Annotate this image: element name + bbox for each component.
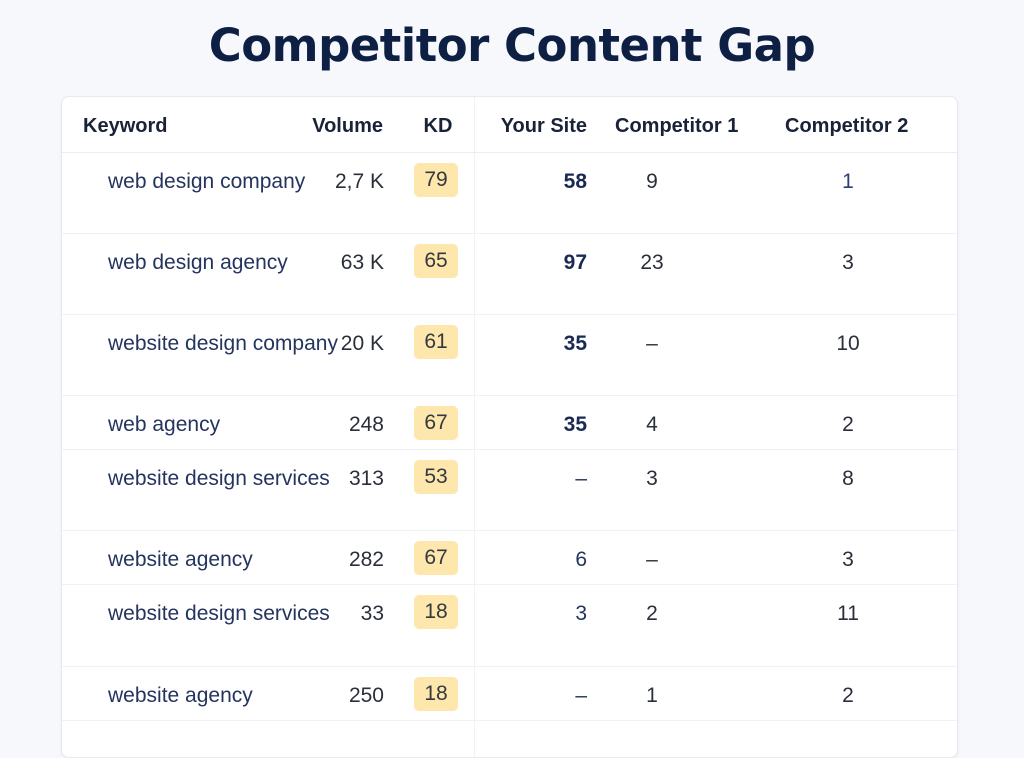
competitor-1-rank-cell: 3 bbox=[646, 467, 658, 490]
your-site-rank-cell: 35 bbox=[563, 413, 587, 436]
table-row[interactable]: website agency 250 18 – 1 2 bbox=[62, 667, 957, 721]
keyword-cell[interactable]: web design agency bbox=[108, 251, 288, 274]
volume-cell: 313 bbox=[348, 467, 384, 490]
competitor-1-rank-cell: – bbox=[646, 332, 658, 355]
table-row[interactable]: web agency 248 67 35 4 2 bbox=[62, 396, 957, 450]
keyword-cell[interactable]: website agency bbox=[108, 548, 253, 571]
competitor-2-rank-cell: 2 bbox=[842, 684, 854, 707]
page-title: Competitor Content Gap bbox=[208, 19, 816, 72]
keyword-cell[interactable]: website agency bbox=[108, 684, 253, 707]
competitor-1-rank-cell: 4 bbox=[646, 413, 658, 436]
column-header-volume[interactable]: Volume bbox=[312, 115, 383, 137]
your-site-rank-cell: – bbox=[575, 684, 587, 707]
table-row[interactable]: web design agency 63 K 65 97 23 3 bbox=[62, 234, 957, 315]
competitor-1-rank-cell: – bbox=[646, 548, 658, 571]
table-header: Keyword Volume KD Your Site Competitor 1… bbox=[62, 97, 957, 153]
your-site-rank-cell: – bbox=[575, 467, 587, 490]
your-site-rank-cell: 6 bbox=[575, 548, 587, 571]
kd-badge: 67 bbox=[414, 541, 458, 575]
keyword-cell[interactable]: web design company bbox=[108, 170, 306, 193]
competitor-2-rank-cell: 11 bbox=[837, 602, 859, 625]
column-header-competitor-1[interactable]: Competitor 1 bbox=[615, 115, 739, 137]
kd-badge: 53 bbox=[414, 460, 458, 494]
volume-cell: 250 bbox=[348, 684, 384, 707]
kd-badge: 18 bbox=[414, 677, 458, 711]
kd-badge: 61 bbox=[414, 325, 458, 359]
volume-cell: 33 bbox=[360, 602, 384, 625]
volume-cell: 282 bbox=[348, 548, 384, 571]
competitor-2-rank-cell: 1 bbox=[842, 170, 854, 193]
competitor-1-rank-cell: 23 bbox=[640, 251, 664, 274]
volume-cell: 63 K bbox=[340, 251, 384, 274]
your-site-rank-cell: 35 bbox=[563, 332, 587, 355]
keyword-cell[interactable]: website design services bbox=[108, 467, 330, 490]
table-row[interactable]: website design services 313 53 – 3 8 bbox=[62, 450, 957, 531]
column-header-kd[interactable]: KD bbox=[423, 115, 453, 137]
column-header-your-site[interactable]: Your Site bbox=[500, 115, 587, 137]
volume-cell: 248 bbox=[348, 413, 384, 436]
column-header-competitor-2[interactable]: Competitor 2 bbox=[785, 115, 909, 137]
column-header-keyword[interactable]: Keyword bbox=[83, 115, 168, 137]
competitor-2-rank-cell: 3 bbox=[842, 548, 854, 571]
keyword-cell[interactable]: website design services bbox=[108, 602, 330, 625]
kd-badge: 65 bbox=[414, 244, 458, 278]
competitor-2-rank-cell: 2 bbox=[842, 413, 854, 436]
competitor-1-rank-cell: 9 bbox=[646, 170, 658, 193]
table-row[interactable]: web design company 2,7 K 79 58 9 1 bbox=[62, 153, 957, 234]
column-divider bbox=[474, 97, 475, 757]
volume-cell: 2,7 K bbox=[334, 170, 384, 193]
competitor-1-rank-cell: 2 bbox=[646, 602, 658, 625]
your-site-rank-cell: 3 bbox=[575, 602, 587, 625]
content-gap-table: Keyword Volume KD Your Site Competitor 1… bbox=[61, 96, 958, 758]
kd-badge: 79 bbox=[414, 163, 458, 197]
your-site-rank-cell: 97 bbox=[563, 251, 587, 274]
keyword-cell[interactable]: website design company bbox=[108, 332, 338, 355]
competitor-1-rank-cell: 1 bbox=[646, 684, 658, 707]
volume-cell: 20 K bbox=[340, 332, 384, 355]
competitor-2-rank-cell: 3 bbox=[842, 251, 854, 274]
your-site-rank-cell: 58 bbox=[563, 170, 587, 193]
competitor-2-rank-cell: 10 bbox=[836, 332, 860, 355]
kd-badge: 67 bbox=[414, 406, 458, 440]
table-row[interactable]: website design company 20 K 61 35 – 10 bbox=[62, 315, 957, 396]
table-row[interactable]: website design services 33 18 3 2 11 bbox=[62, 585, 957, 667]
table-row[interactable]: website agency 282 67 6 – 3 bbox=[62, 531, 957, 585]
kd-badge: 18 bbox=[414, 595, 458, 629]
keyword-cell[interactable]: web agency bbox=[108, 413, 221, 436]
competitor-2-rank-cell: 8 bbox=[842, 467, 854, 490]
